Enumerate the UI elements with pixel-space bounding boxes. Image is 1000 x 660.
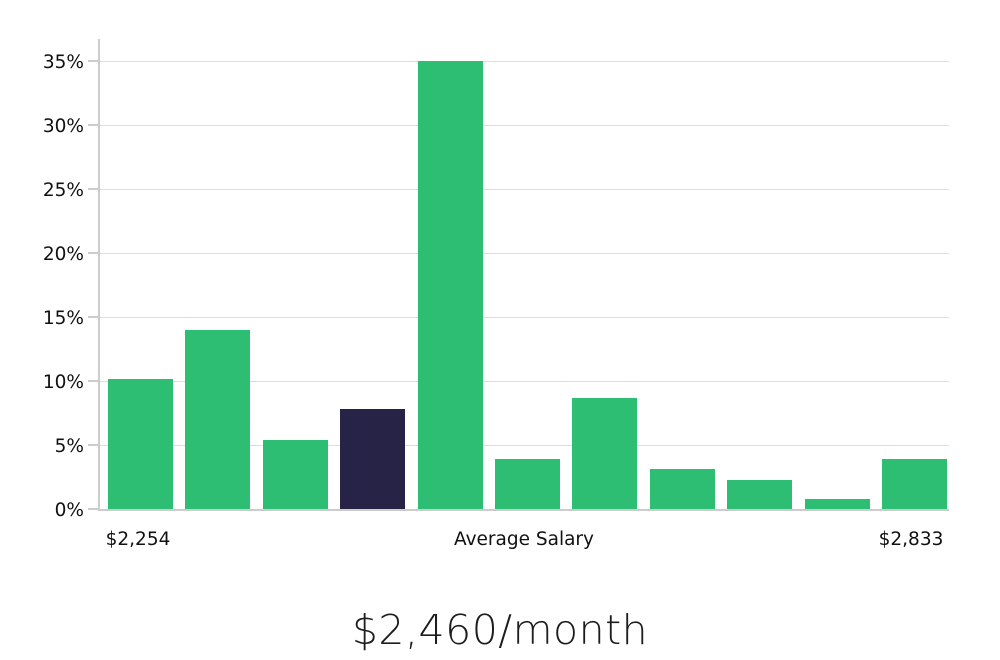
gridline-35% — [100, 61, 949, 63]
bar — [417, 61, 483, 509]
y-tick-10% — [88, 380, 100, 383]
bar — [727, 479, 793, 509]
y-tick-30% — [88, 124, 100, 127]
y-tick-5% — [88, 444, 100, 447]
y-tick-label-35%: 35% — [42, 52, 84, 74]
gridline-5% — [100, 445, 949, 447]
y-tick-label-20%: 20% — [42, 244, 84, 266]
bar — [262, 439, 328, 509]
gridline-20% — [100, 253, 949, 255]
y-tick-35% — [88, 60, 100, 63]
y-tick-label-30%: 30% — [42, 116, 84, 138]
gridline-25% — [100, 189, 949, 191]
y-tick-label-25%: 25% — [42, 180, 84, 202]
y-tick-label-0%: 0% — [54, 500, 84, 521]
gridline-30% — [100, 125, 949, 127]
bar — [804, 498, 870, 509]
x-axis-label-max-salary: $2,833 — [878, 529, 944, 550]
bar — [495, 459, 560, 509]
bar — [185, 329, 251, 509]
gridline-15% — [100, 317, 949, 319]
bar — [572, 397, 638, 509]
y-tick-25% — [88, 188, 100, 191]
gridline-10% — [100, 381, 949, 383]
y-tick-label-10%: 10% — [42, 372, 84, 394]
y-tick-15% — [88, 316, 100, 319]
average-salary-title: $2,460/month — [351, 606, 649, 654]
bar — [882, 459, 947, 509]
y-tick-20% — [88, 252, 100, 255]
x-axis-label-average-salary: Average Salary — [454, 529, 594, 550]
y-tick-label-5%: 5% — [54, 436, 84, 458]
y-tick-label-15%: 15% — [42, 308, 84, 330]
y-tick-0% — [88, 508, 100, 510]
bar-highlighted-average — [340, 409, 406, 509]
bar — [108, 378, 173, 509]
plot-area — [88, 39, 949, 511]
bar — [649, 469, 715, 509]
x-axis-label-min-salary: $2,254 — [105, 529, 171, 550]
